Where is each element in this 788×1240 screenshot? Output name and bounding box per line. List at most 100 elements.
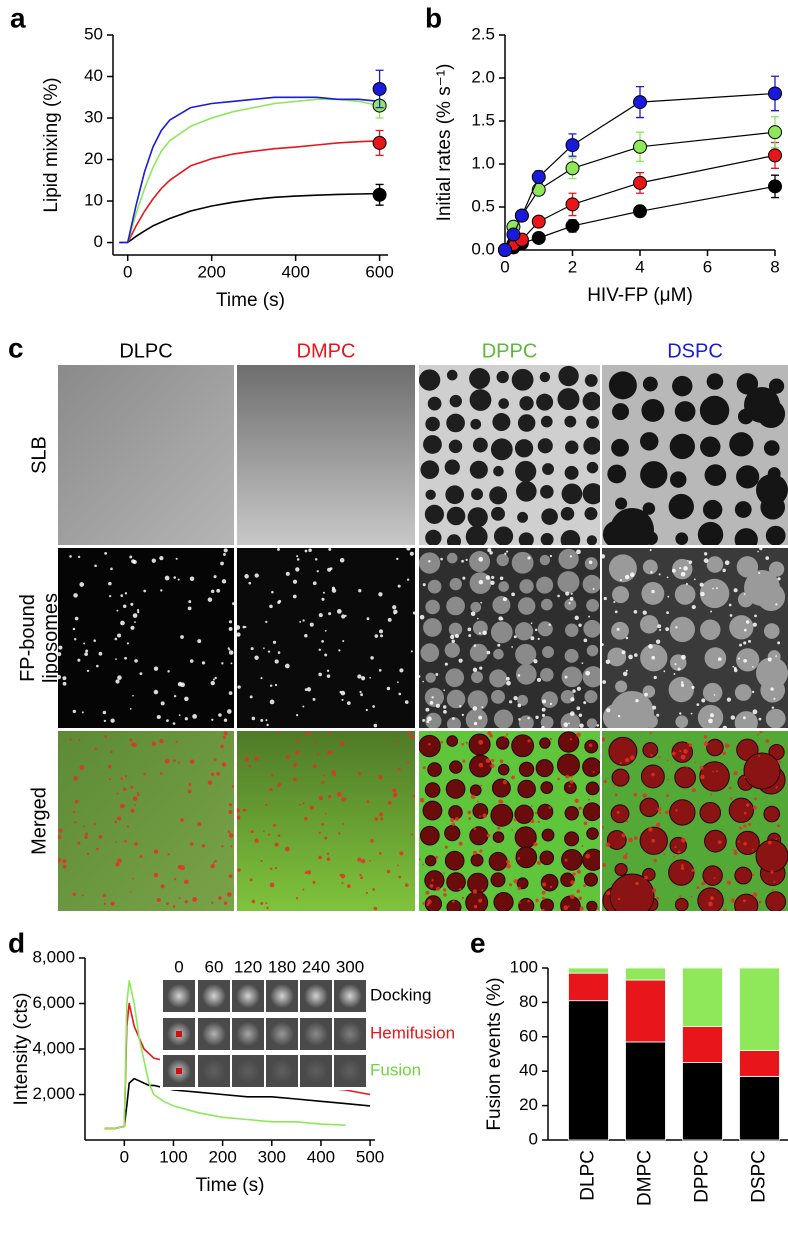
puncta [644,875,648,880]
puncta [724,560,730,566]
puncta [342,822,345,825]
domain [612,586,630,604]
domain [765,525,786,545]
puncta [406,761,410,764]
puncta [771,706,775,709]
domain [519,396,534,411]
puncta [62,864,67,869]
puncta [81,711,84,714]
puncta [378,812,384,817]
puncta [108,581,112,586]
puncta [74,616,79,621]
puncta [338,649,341,652]
puncta [476,800,479,803]
puncta [173,576,177,579]
puncta [277,731,280,734]
puncta [685,765,688,768]
domain [582,391,600,411]
puncta [134,659,138,663]
puncta [777,824,781,828]
puncta [269,882,275,888]
puncta [143,589,147,593]
puncta [244,574,249,579]
puncta [428,559,431,563]
domain [517,597,536,615]
puncta [511,829,514,831]
micrograph [419,548,600,728]
puncta [95,847,99,851]
puncta [473,644,477,647]
puncta [490,763,495,769]
puncta [153,666,159,671]
puncta [497,643,501,647]
marker [514,208,529,223]
puncta [248,764,252,768]
puncta [665,627,670,632]
puncta [458,841,463,846]
puncta [622,671,628,677]
puncta [473,827,477,830]
puncta [84,835,88,840]
puncta [207,780,213,785]
puncta [304,871,308,874]
puncta [502,780,507,785]
series-line [119,140,380,244]
micrograph [58,731,234,911]
y-tick-label: 2.5 [471,24,495,43]
domain [674,897,689,911]
puncta [153,872,159,878]
marker [498,243,512,257]
inset-spot [167,984,191,1008]
puncta [666,759,669,762]
puncta [130,625,135,630]
puncta [166,719,169,722]
puncta [666,576,669,579]
puncta [366,800,370,804]
puncta [189,659,194,663]
puncta [569,779,574,784]
puncta [184,717,188,721]
puncta [214,676,217,680]
domain [768,561,785,577]
puncta [370,656,374,660]
puncta [392,605,397,610]
puncta [588,743,593,748]
puncta [249,695,253,699]
puncta [318,855,322,860]
puncta [478,579,484,585]
domain [558,365,579,387]
domain [642,559,658,575]
marker [565,197,580,212]
puncta [373,723,378,728]
inset-row-label: Fusion [370,1060,421,1079]
x-tick-label: 300 [258,1147,286,1166]
puncta [563,905,569,911]
y-tick-label: 0.5 [471,196,495,215]
domain [675,532,689,545]
puncta [722,568,726,573]
puncta [649,732,652,735]
puncta [316,753,319,756]
puncta [743,641,747,645]
domain [641,399,665,422]
inset-spot [202,1059,226,1083]
puncta [491,758,495,763]
puncta [596,724,599,727]
puncta [221,762,227,767]
puncta [115,658,117,661]
domain [699,761,730,792]
puncta [440,740,443,744]
puncta [537,820,540,824]
puncta [748,822,752,826]
domain [699,801,722,824]
puncta [743,593,746,596]
puncta [569,711,575,716]
inset-spot [304,1022,328,1046]
marker [565,161,580,176]
puncta [630,572,635,578]
marker [768,179,782,194]
puncta [365,708,368,712]
domain [517,694,529,706]
puncta [189,842,194,846]
puncta [318,613,323,618]
